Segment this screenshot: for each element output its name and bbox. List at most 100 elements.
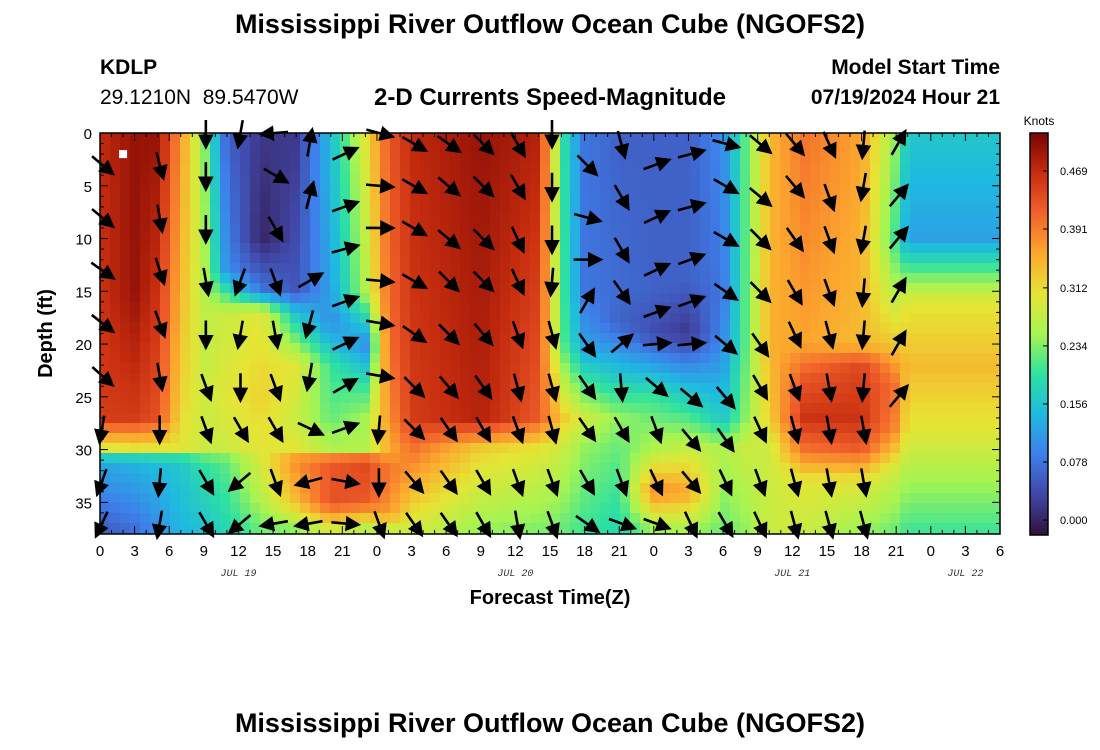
heat-cell bbox=[670, 513, 681, 524]
heat-cell bbox=[400, 293, 411, 304]
heat-cell bbox=[880, 203, 891, 214]
heat-cell bbox=[120, 353, 131, 364]
heat-cell bbox=[260, 483, 271, 494]
heat-cell bbox=[730, 373, 741, 384]
heat-cell bbox=[220, 503, 231, 514]
heat-cell bbox=[270, 463, 281, 474]
heat-cell bbox=[900, 483, 911, 494]
heat-cell bbox=[380, 163, 391, 174]
heat-cell bbox=[400, 183, 411, 194]
heat-cell bbox=[220, 163, 231, 174]
heat-cell bbox=[840, 323, 851, 334]
heat-cell bbox=[670, 383, 681, 394]
heat-cell bbox=[740, 383, 751, 394]
heat-cell bbox=[820, 153, 831, 164]
heat-cell bbox=[930, 263, 941, 274]
current-vector bbox=[302, 126, 318, 157]
heat-cell bbox=[530, 353, 541, 364]
current-vector bbox=[821, 415, 837, 446]
heat-cell bbox=[320, 263, 331, 274]
heat-cell bbox=[980, 213, 991, 224]
heat-cell bbox=[290, 193, 301, 204]
heat-cell bbox=[880, 493, 891, 504]
colorbar-gradient bbox=[1029, 132, 1049, 536]
heat-cell bbox=[460, 333, 471, 344]
heat-cell bbox=[450, 473, 461, 484]
heat-cell bbox=[930, 403, 941, 414]
y-tick-label: 25 bbox=[75, 390, 92, 407]
heat-cell bbox=[670, 473, 681, 484]
heat-cell bbox=[220, 473, 231, 484]
heat-cell bbox=[480, 133, 491, 144]
heat-cell bbox=[960, 223, 971, 234]
heat-cell bbox=[840, 183, 851, 194]
heat-cell bbox=[920, 263, 931, 274]
heat-cell bbox=[390, 333, 401, 344]
current-vector bbox=[365, 315, 396, 331]
heat-cell bbox=[180, 483, 191, 494]
current-vector bbox=[510, 320, 526, 350]
heat-cell bbox=[190, 473, 201, 484]
heat-cell bbox=[850, 273, 861, 284]
heat-cell bbox=[810, 233, 821, 244]
heat-cell bbox=[970, 333, 981, 344]
heat-cell bbox=[870, 503, 881, 514]
heat-cell bbox=[690, 383, 701, 394]
heat-cell bbox=[330, 453, 341, 464]
heat-cell bbox=[140, 243, 151, 254]
heat-cell bbox=[290, 263, 301, 274]
heat-cell bbox=[490, 293, 501, 304]
heat-cell bbox=[240, 293, 251, 304]
current-vector bbox=[679, 387, 704, 408]
heat-cell bbox=[480, 313, 491, 324]
heat-cell bbox=[740, 373, 751, 384]
heat-cell bbox=[400, 363, 411, 374]
heat-cell bbox=[570, 453, 581, 464]
heat-cell bbox=[770, 163, 781, 174]
heat-cell bbox=[200, 293, 211, 304]
heat-cell bbox=[840, 283, 851, 294]
heat-cell bbox=[530, 253, 541, 264]
heat-cell bbox=[980, 523, 991, 534]
current-vector bbox=[438, 323, 461, 346]
heat-cell bbox=[960, 253, 971, 264]
heat-cell bbox=[140, 423, 151, 434]
heat-cell bbox=[450, 463, 461, 474]
heat-cell bbox=[660, 293, 671, 304]
heat-cell bbox=[580, 403, 591, 414]
heat-cell bbox=[370, 313, 381, 324]
current-vector bbox=[509, 131, 526, 159]
heat-cell bbox=[290, 333, 301, 344]
heat-cell bbox=[610, 273, 621, 284]
heat-cell bbox=[730, 503, 741, 514]
heat-cell bbox=[500, 233, 511, 244]
heat-cell bbox=[450, 273, 461, 284]
heat-cell bbox=[800, 483, 811, 494]
heat-cell bbox=[310, 383, 321, 394]
heat-cell bbox=[590, 403, 601, 414]
heat-cell bbox=[300, 273, 311, 284]
heat-cell bbox=[630, 333, 641, 344]
heat-cell bbox=[840, 363, 851, 374]
heat-cell bbox=[420, 343, 431, 354]
heat-cell bbox=[150, 363, 161, 374]
heat-cell bbox=[400, 513, 411, 524]
heat-cell bbox=[250, 293, 261, 304]
heat-cell bbox=[530, 423, 541, 434]
heat-cell bbox=[240, 283, 251, 294]
heat-cell bbox=[120, 463, 131, 474]
heat-cell bbox=[260, 223, 271, 234]
heat-cell bbox=[490, 393, 501, 404]
heat-cell bbox=[810, 213, 821, 224]
current-vector bbox=[198, 511, 215, 539]
heat-cell bbox=[900, 163, 911, 174]
heat-cell bbox=[730, 243, 741, 254]
heat-cell bbox=[210, 233, 221, 244]
heat-cell bbox=[430, 213, 441, 224]
heat-cell bbox=[600, 493, 611, 504]
heat-cell bbox=[690, 163, 701, 174]
heat-cell bbox=[680, 483, 691, 494]
heat-cell bbox=[160, 463, 171, 474]
heat-cell bbox=[740, 323, 751, 334]
heat-cell bbox=[380, 463, 391, 474]
